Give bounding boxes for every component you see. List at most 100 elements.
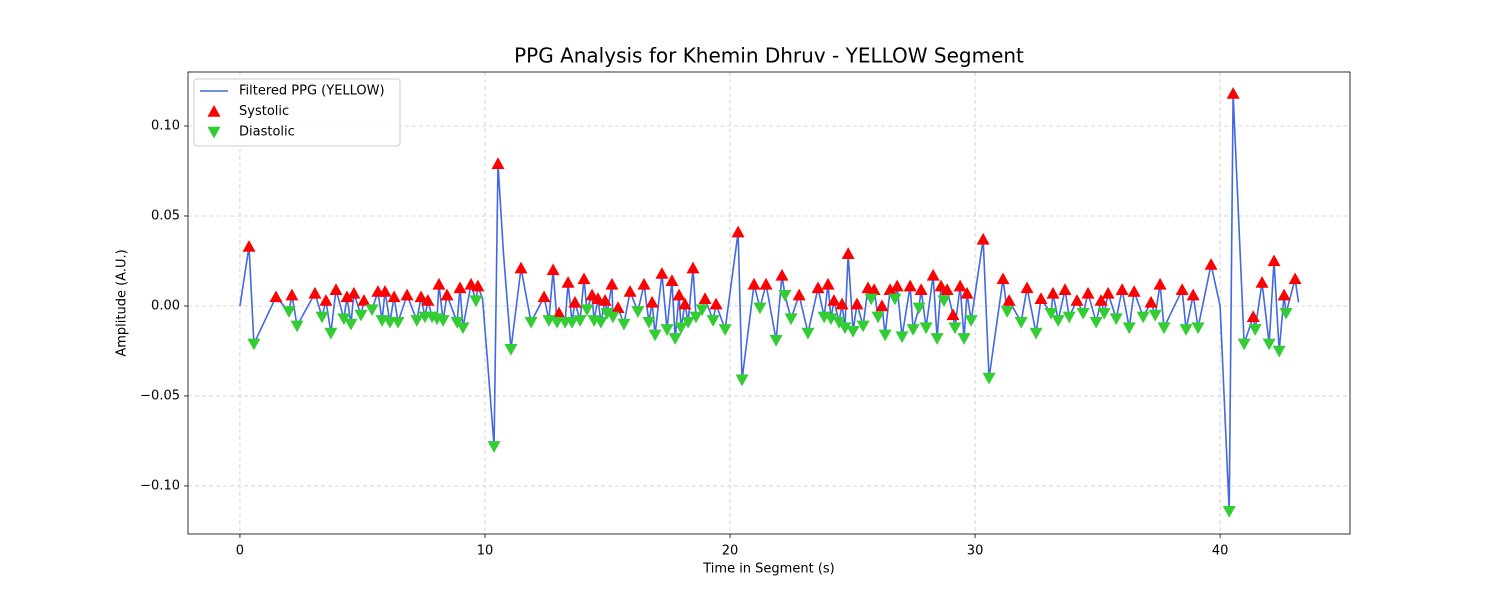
marker: [735, 374, 749, 387]
marker: [903, 279, 917, 292]
x-tick-label: 40: [1212, 544, 1229, 559]
marker: [1109, 313, 1123, 326]
marker: [706, 315, 720, 327]
marker: [769, 334, 783, 347]
x-tick-label: 20: [722, 544, 739, 559]
marker: [282, 306, 296, 318]
marker: [1288, 272, 1302, 285]
y-tick-label: −0.10: [140, 478, 180, 493]
marker: [946, 308, 960, 321]
marker: [487, 441, 501, 453]
marker: [919, 322, 933, 335]
marker: [1267, 254, 1281, 267]
marker: [1148, 309, 1162, 322]
marker: [1237, 338, 1251, 351]
marker: [778, 289, 792, 302]
marker: [835, 297, 849, 310]
marker: [440, 288, 454, 301]
marker: [821, 277, 835, 290]
marker: [709, 297, 723, 310]
marker: [594, 316, 608, 329]
marker: [982, 372, 996, 385]
legend-marker: [207, 126, 221, 139]
marker: [337, 313, 351, 326]
marker: [672, 288, 686, 301]
marker: [759, 277, 773, 290]
marker: [1175, 283, 1189, 295]
marker: [864, 293, 878, 306]
marker: [827, 294, 841, 306]
marker: [642, 316, 656, 329]
marker: [611, 301, 625, 313]
marker: [883, 283, 897, 295]
marker: [1101, 286, 1115, 299]
marker: [660, 324, 674, 336]
marker: [387, 290, 401, 303]
y-tick-label: 0.00: [151, 298, 180, 313]
marker: [1029, 327, 1043, 340]
marker: [1153, 277, 1167, 290]
marker: [648, 329, 662, 342]
marker: [681, 316, 695, 329]
marker: [645, 295, 659, 308]
marker: [1014, 316, 1028, 329]
marker: [811, 281, 825, 294]
marker: [456, 322, 470, 335]
ppg-line: [239, 93, 1300, 512]
marker: [875, 299, 889, 312]
x-axis-label: Time in Segment (s): [702, 562, 834, 577]
marker: [665, 274, 679, 286]
marker: [414, 290, 428, 303]
marker: [937, 295, 951, 308]
marker: [912, 302, 926, 315]
marker: [1051, 315, 1065, 327]
marker: [324, 327, 338, 340]
marker: [686, 261, 700, 274]
marker: [357, 294, 371, 306]
marker: [400, 288, 414, 301]
marker: [1089, 316, 1103, 329]
marker: [365, 304, 379, 317]
marker: [469, 295, 483, 308]
marker: [561, 276, 575, 288]
marker: [784, 313, 798, 326]
marker: [934, 279, 948, 292]
marker: [552, 306, 566, 319]
marker: [410, 315, 424, 327]
x-tick-label: 0: [236, 544, 244, 559]
y-tick-label: −0.05: [140, 388, 180, 403]
chart-title: PPG Analysis for Khemin Dhruv - YELLOW S…: [514, 44, 1024, 68]
marker: [565, 316, 579, 329]
marker: [598, 294, 612, 306]
y-axis-label: Amplitude (A.U.): [115, 249, 130, 356]
marker: [698, 292, 712, 304]
marker: [856, 320, 870, 333]
marker: [577, 272, 591, 285]
marker: [1122, 322, 1136, 335]
x-tick-label: 10: [477, 544, 494, 559]
marker: [678, 297, 692, 310]
marker: [906, 324, 920, 336]
marker: [1262, 338, 1276, 351]
marker: [1002, 294, 1016, 306]
marker: [957, 333, 971, 345]
marker: [453, 281, 467, 294]
marker: [1186, 288, 1200, 301]
plot-frame: [187, 71, 1351, 535]
marker: [247, 338, 261, 351]
marker: [319, 294, 333, 306]
marker: [1279, 307, 1293, 320]
marker: [1115, 283, 1129, 295]
marker: [242, 240, 256, 252]
marker: [841, 247, 855, 259]
marker: [890, 279, 904, 292]
marker: [801, 327, 815, 340]
marker: [926, 268, 940, 281]
marker: [568, 295, 582, 308]
marker: [491, 157, 505, 169]
marker: [1034, 292, 1048, 304]
marker: [655, 267, 669, 279]
marker: [605, 277, 619, 290]
marker: [1058, 283, 1072, 295]
marker: [1226, 87, 1240, 99]
